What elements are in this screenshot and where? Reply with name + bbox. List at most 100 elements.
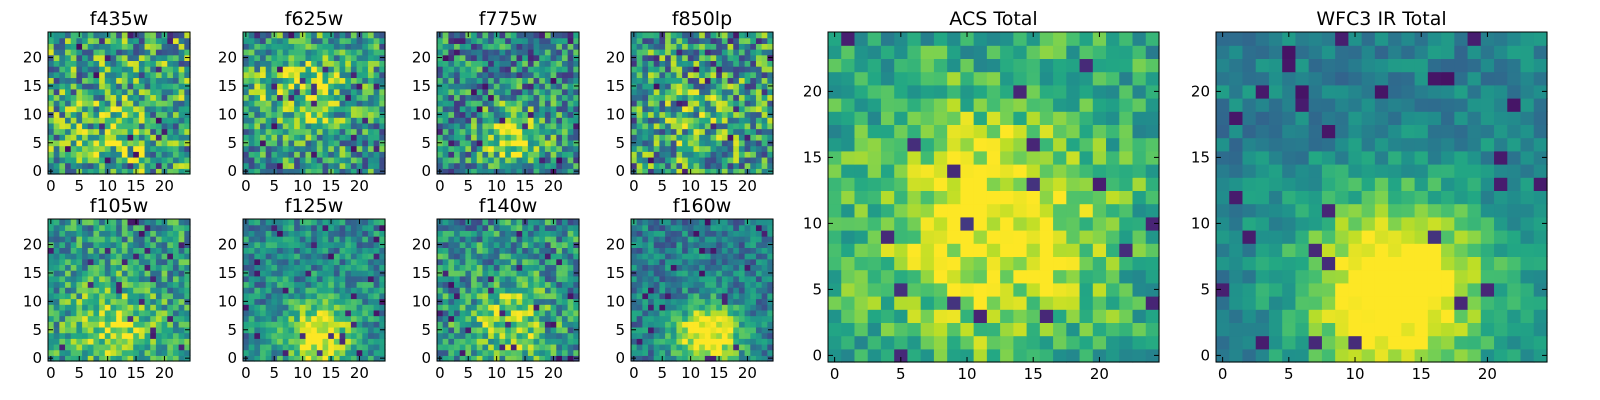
heatmap-cell <box>345 94 352 101</box>
heatmap-cell <box>144 88 151 96</box>
heatmap-cell <box>454 156 461 164</box>
heatmap-cell <box>676 77 683 84</box>
heatmap-cell <box>362 287 369 294</box>
heatmap-cell <box>254 88 261 96</box>
heatmap-cell <box>288 111 295 118</box>
heatmap-cell <box>150 162 157 169</box>
heatmap-cell <box>305 275 312 283</box>
heatmap-cell <box>322 219 329 226</box>
heatmap-cell <box>841 150 856 165</box>
heatmap-cell <box>544 111 552 118</box>
heatmap-cell <box>471 168 478 175</box>
heatmap-cell <box>265 77 272 84</box>
heatmap-cell <box>93 49 100 56</box>
heatmap-cell <box>442 105 449 113</box>
heatmap-cell <box>556 77 563 84</box>
heatmap-cell <box>110 236 117 243</box>
heatmap-cell <box>693 139 700 147</box>
heatmap-cell <box>556 122 563 130</box>
heatmap-cell <box>1039 269 1054 284</box>
heatmap-cell <box>1092 256 1107 271</box>
heatmap-cell <box>328 83 335 90</box>
heatmap-cell <box>121 326 129 334</box>
heatmap-cell <box>493 275 501 283</box>
heatmap-cell <box>379 230 386 237</box>
axes-frame <box>630 31 774 175</box>
heatmap-cell <box>476 66 484 73</box>
heatmap-cell <box>699 128 706 135</box>
heatmap-cell <box>93 332 100 339</box>
heatmap-cell <box>573 292 580 300</box>
heatmap-cell <box>116 168 123 175</box>
heatmap-cell <box>277 343 284 351</box>
heatmap-cell <box>973 190 988 205</box>
heatmap-cell <box>271 162 278 169</box>
heatmap-cell <box>99 168 106 175</box>
heatmap-cell <box>260 117 267 124</box>
heatmap-cell <box>505 134 512 141</box>
heatmap-cell <box>1000 256 1014 271</box>
heatmap-cell <box>761 54 768 61</box>
heatmap-cell <box>322 139 329 147</box>
heatmap-cell <box>567 83 574 90</box>
heatmap-cell <box>167 43 174 50</box>
heatmap-cell <box>636 88 643 96</box>
heatmap-cell <box>437 338 444 345</box>
heatmap-cell <box>510 287 518 294</box>
heatmap-cell <box>282 111 290 118</box>
heatmap-cell <box>277 247 284 254</box>
heatmap-cell <box>676 88 683 96</box>
heatmap-cell <box>448 151 455 158</box>
heatmap-cell <box>65 66 72 73</box>
heatmap-cell <box>510 88 518 96</box>
heatmap-cell <box>93 54 100 61</box>
heatmap-cell <box>960 98 975 112</box>
heatmap-cell <box>282 117 290 124</box>
heatmap-cell <box>53 43 60 50</box>
heatmap-cell <box>121 275 129 283</box>
heatmap-cell <box>144 326 151 334</box>
heatmap-cell <box>133 83 140 90</box>
y-tick-label: 20 <box>412 49 431 67</box>
heatmap-cell <box>482 162 489 169</box>
heatmap-cell <box>93 224 100 231</box>
heatmap-cell <box>733 37 740 44</box>
heatmap-cell <box>687 134 695 141</box>
heatmap-cell <box>854 309 869 323</box>
heatmap-cell <box>294 100 301 107</box>
heatmap-cell <box>294 111 301 118</box>
heatmap-cell <box>271 332 278 339</box>
heatmap-cell <box>288 162 295 169</box>
heatmap-cell <box>271 88 278 96</box>
heatmap-cell <box>704 71 712 79</box>
heatmap-cell <box>93 275 100 283</box>
y-tick-label: 0 <box>812 346 822 364</box>
heatmap-cell <box>738 162 746 169</box>
heatmap-cell <box>493 349 501 356</box>
heatmap-cell <box>750 134 757 141</box>
heatmap-cell <box>738 94 746 101</box>
heatmap-cell <box>362 258 369 266</box>
y-tick-label: 0 <box>227 349 237 367</box>
heatmap-cell <box>1066 124 1081 139</box>
x-tick-label: 5 <box>269 177 279 195</box>
heatmap-cell <box>636 71 643 79</box>
heatmap-cell <box>110 264 117 271</box>
heatmap-cell <box>243 287 250 294</box>
heatmap-cell <box>665 49 672 56</box>
heatmap-cell <box>947 230 961 244</box>
heatmap-cell <box>561 43 569 50</box>
heatmap-cell <box>294 145 301 152</box>
heatmap-cell <box>167 60 174 67</box>
heatmap-cell <box>482 100 489 107</box>
heatmap-cell <box>277 128 284 135</box>
heatmap-cell <box>87 71 95 79</box>
heatmap-cell <box>76 281 83 288</box>
heatmap-cell <box>561 355 569 362</box>
heatmap-cell <box>144 304 151 311</box>
heatmap-cell <box>522 326 529 334</box>
heatmap-cell <box>854 296 869 310</box>
heatmap-cell <box>339 37 346 44</box>
heatmap-cell <box>636 32 643 39</box>
heatmap-cell <box>150 54 157 61</box>
